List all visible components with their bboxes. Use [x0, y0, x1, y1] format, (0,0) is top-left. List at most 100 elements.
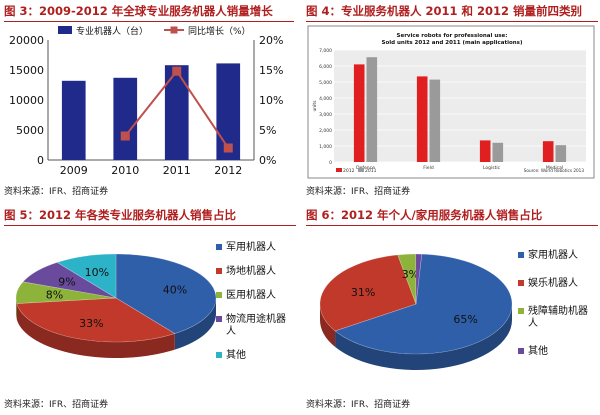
legend-label: 医用机器人: [226, 288, 276, 301]
legend-swatch: [216, 352, 222, 358]
pie-slice: [334, 253, 513, 355]
source-note: 资料来源：IFR、招商证券: [306, 400, 411, 410]
bar: [492, 142, 504, 162]
chart-subtitle-line: Sold units 2012 and 2011 (main applicati…: [382, 40, 523, 46]
right-tick-label: 20%: [259, 34, 283, 47]
legend-label: 残障辅助机器: [528, 304, 588, 317]
legend-swatch: [216, 244, 222, 250]
legend-label: 专业机器人（台）: [76, 25, 148, 37]
chart-title-line: Service robots for professional use:: [397, 33, 508, 39]
growth-point: [223, 143, 233, 153]
bar: [479, 140, 491, 162]
slice-side: [335, 304, 512, 370]
data-label: 14.8%: [159, 51, 194, 64]
bar: [216, 63, 241, 160]
slice-label: 31%: [351, 286, 375, 299]
pie-slice: [16, 297, 176, 343]
growth-point: [172, 66, 182, 76]
chart-source: Source: World Robotics 2013: [524, 168, 585, 173]
left-tick-label: 10000: [9, 94, 44, 107]
pie-slice: [15, 281, 117, 304]
pie-slice: [319, 254, 417, 332]
growth-point: [120, 131, 130, 141]
slice-label: 3%: [402, 268, 419, 281]
panel-title: 图 4：专业服务机器人 2011 和 2012 销量前四类别: [306, 4, 583, 18]
x-tick-label: Defence: [356, 165, 375, 171]
slice-side: [320, 304, 336, 347]
source-note: 资料来源：IFR、招商证券: [306, 187, 411, 197]
legend-label: 2012: [343, 168, 355, 174]
legend-swatch: [216, 316, 222, 322]
y-tick-label: 5,000: [319, 80, 332, 86]
slice-label: 9%: [58, 275, 75, 288]
title-rule: [4, 225, 296, 226]
bar: [164, 65, 189, 160]
legend-label: 其他: [226, 348, 246, 361]
slice-label: 65%: [453, 313, 477, 326]
legend-label: 2011: [365, 168, 377, 174]
legend-swatch: [518, 280, 524, 286]
legend-swatch: [216, 268, 222, 274]
legend-label: 家用机器人: [528, 248, 578, 261]
legend-label: 人: [226, 325, 236, 337]
panel-title: 图 6：2012 年个人/家用服务机器人销售占比: [306, 208, 543, 222]
legend-label: 同比增长（%）: [188, 25, 251, 37]
slice-label: 8%: [46, 289, 63, 302]
y-tick-label: 3,000: [319, 112, 332, 118]
left-tick-label: 5000: [16, 124, 44, 137]
panel-fig5: 图 5：2012 年各类专业服务机器人销售占比 40% 33% 8% 9% 10% 军用机…: [4, 206, 296, 413]
bar: [353, 64, 365, 162]
y-axis-label: units: [312, 100, 318, 112]
left-tick-label: 0: [37, 154, 44, 167]
slice-side: [16, 298, 17, 320]
y-tick-label: 4,000: [319, 96, 332, 102]
title-rule: [306, 225, 598, 226]
left-tick-label: 20000: [9, 34, 44, 47]
y-tick-label: 1,000: [319, 144, 332, 150]
slice-label: 33%: [79, 317, 103, 330]
legend-label: 人: [528, 317, 538, 329]
legend-swatch: [518, 252, 524, 258]
slice-side: [174, 298, 216, 350]
panel-fig4: 图 4：专业服务机器人 2011 和 2012 销量前四类别 Service r…: [306, 2, 598, 202]
legend-swatch: [518, 348, 524, 354]
bar: [555, 145, 567, 162]
legend-label: 娱乐机器人: [528, 276, 578, 289]
y-tick-label: 7,000: [319, 48, 332, 54]
x-tick-label: Field: [423, 165, 434, 171]
legend-label: 军用机器人: [226, 240, 276, 253]
bar: [113, 77, 138, 160]
x-tick-label: Medical: [546, 165, 563, 171]
legend-swatch: [216, 292, 222, 298]
x-tick-label: 2012: [214, 164, 242, 177]
x-tick-label: Logistic: [483, 165, 501, 171]
top-categories-chart: Service robots for professional use:Sold…: [307, 25, 595, 179]
source-note: 资料来源：IFR、招商证券: [4, 187, 109, 197]
left-tick-label: 15000: [9, 64, 44, 77]
panel-fig3: 图 3：2009-2012 年全球专业服务机器人销量增长 专业机器人（台） 同比增…: [4, 2, 294, 202]
slice-label: 10%: [85, 266, 109, 279]
pie-slice: [56, 253, 117, 299]
title-rule: [306, 21, 598, 22]
y-tick-label: 6,000: [319, 64, 332, 70]
bar: [61, 80, 86, 160]
right-tick-label: 10%: [259, 94, 283, 107]
legend-swatch: [358, 168, 364, 172]
right-tick-label: 15%: [259, 64, 283, 77]
pie-slice: [415, 253, 423, 305]
legend-swatch: [518, 308, 524, 314]
legend-label: 其他: [528, 344, 548, 357]
slice-side: [16, 303, 175, 358]
panel-title: 图 3：2009-2012 年全球专业服务机器人销量增长: [4, 4, 273, 18]
legend-swatch: [336, 168, 342, 172]
panel-title: 图 5：2012 年各类专业服务机器人销售占比: [4, 208, 237, 222]
x-tick-label: 2011: [163, 164, 191, 177]
slice-label: 40%: [163, 284, 187, 297]
sales-growth-chart: 专业机器人（台） 同比增长（%） 0 5000 10000 15000 20000 0% 5% 1…: [9, 25, 283, 177]
title-rule: [4, 21, 294, 22]
y-tick-label: 2,000: [319, 128, 332, 134]
pie-slice: [115, 253, 217, 334]
x-tick-label: 2009: [60, 164, 88, 177]
